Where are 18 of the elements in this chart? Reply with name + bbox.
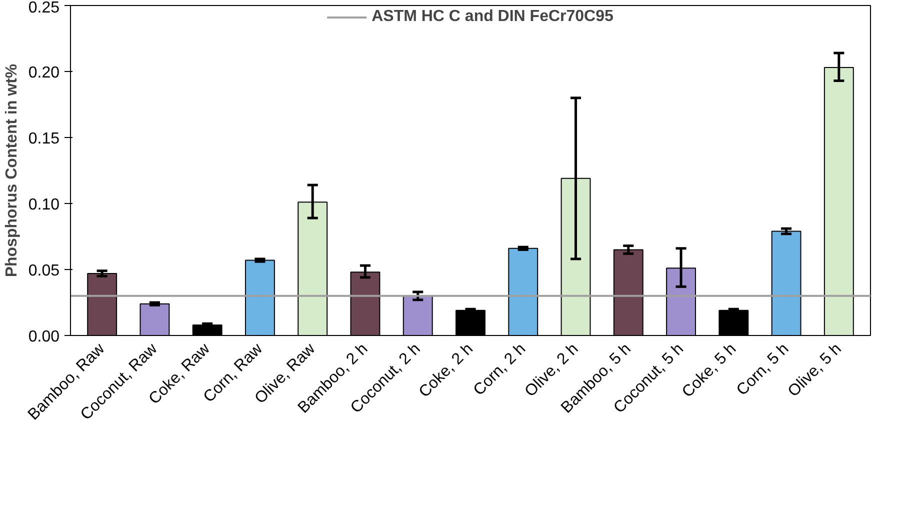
- y-tick-label: 0.00: [28, 328, 60, 346]
- bar: [402, 295, 433, 336]
- bar: [245, 260, 275, 336]
- bar: [508, 248, 538, 336]
- bar: [771, 230, 802, 336]
- bar: [456, 310, 486, 336]
- bar: [192, 324, 222, 336]
- y-tick-label: 0.20: [28, 64, 60, 82]
- y-tick-label: 0.10: [28, 196, 60, 214]
- bar: [140, 303, 170, 336]
- legend-label: ASTM HC C and DIN FeCr70C95: [372, 8, 614, 26]
- y-tick-label: 0.05: [28, 262, 60, 280]
- bar: [87, 272, 118, 336]
- y-tick-label: 0.25: [28, 0, 60, 16]
- bar: [613, 249, 644, 336]
- y-tick-label: 0.15: [28, 130, 60, 148]
- y-axis-title: Phosphorus Content in wt%: [3, 64, 20, 278]
- bar: [718, 310, 749, 336]
